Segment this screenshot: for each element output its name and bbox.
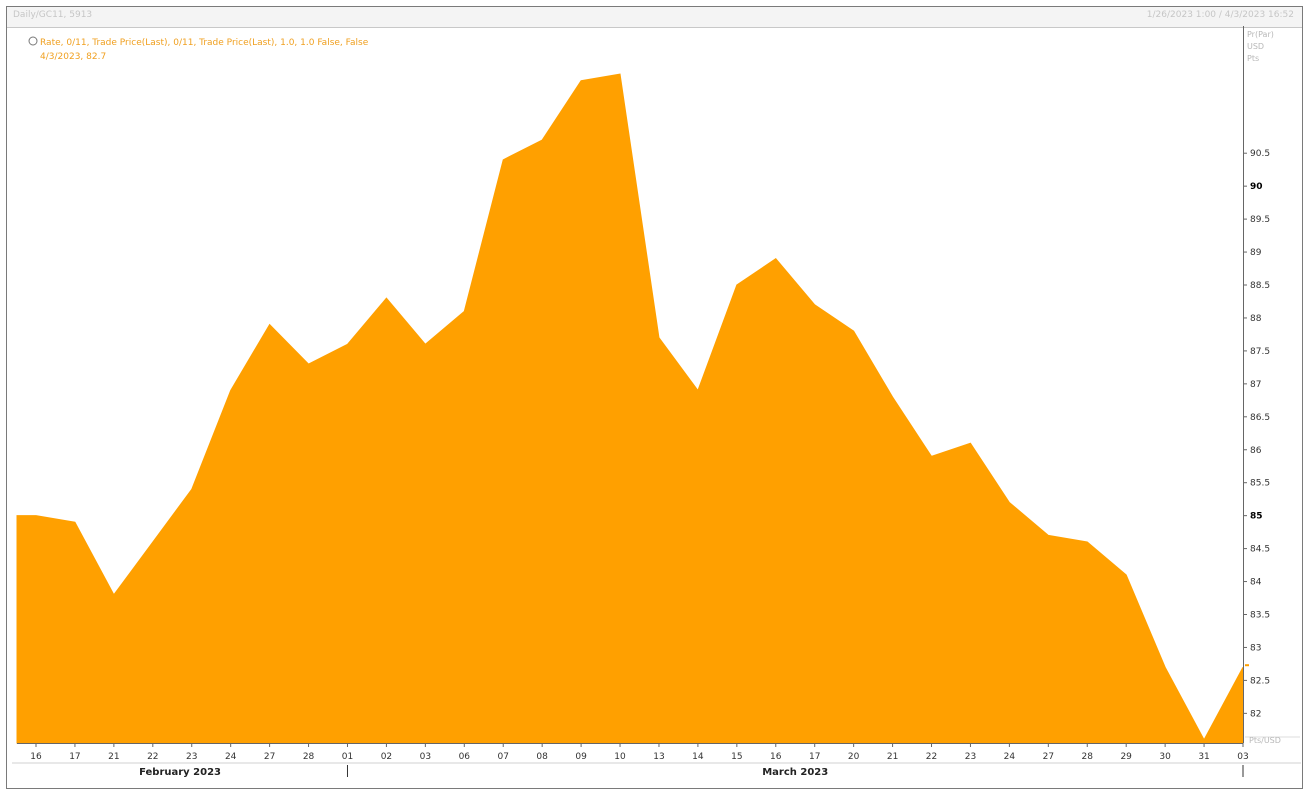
y-tick-label: 82 (1250, 709, 1261, 719)
month-label: March 2023 (762, 767, 828, 778)
x-tick-label: 02 (381, 752, 392, 762)
price-axis-footer: Pts/USD (1249, 736, 1281, 745)
y-tick-label: 84.5 (1250, 545, 1270, 555)
y-tick-label: 85 (1250, 512, 1263, 522)
x-tick-label: 01 (342, 752, 353, 762)
y-tick-label: 84 (1250, 578, 1262, 588)
x-tick-label: 31 (1198, 752, 1209, 762)
x-tick-label: 09 (575, 752, 587, 762)
price-axis-header-text: USD (1247, 42, 1264, 51)
x-tick-label: 29 (1120, 752, 1132, 762)
date-range-text: 1/26/2023 1:00 / 4/3/2023 16:52 (1146, 10, 1294, 20)
x-tick-label: 10 (614, 752, 626, 762)
x-tick-label: 28 (1082, 752, 1094, 762)
area-fill (16, 73, 1244, 744)
window-title: Daily/GC11, 5913 (13, 10, 93, 20)
y-tick-label: 88 (1250, 314, 1262, 324)
axes (12, 26, 1301, 764)
y-tick-label: 87.5 (1250, 347, 1270, 357)
x-tick-label: 21 (108, 752, 119, 762)
x-tick-label: 03 (420, 752, 431, 762)
x-tick-label: 24 (1004, 752, 1016, 762)
month-label: February 2023 (139, 767, 221, 778)
last-value-marker (1245, 664, 1249, 667)
price-axis-header-text: Pts (1247, 54, 1259, 63)
x-tick-label: 16 (770, 752, 782, 762)
legend-line-2: 4/3/2023, 82.7 (40, 52, 106, 62)
x-tick-label: 24 (225, 752, 237, 762)
x-tick-label: 17 (809, 752, 820, 762)
x-tick-label: 15 (731, 752, 742, 762)
y-tick-label: 85.5 (1250, 479, 1270, 489)
x-tick-label: 08 (536, 752, 548, 762)
y-tick-label: 86.5 (1250, 413, 1270, 423)
legend-line-1: Rate, 0/11, Trade Price(Last), 0/11, Tra… (40, 38, 369, 48)
price-axis-header: Pr(Par) USD Pts (1247, 30, 1274, 63)
y-tick-label: 87 (1250, 380, 1261, 390)
x-tick-label: 17 (69, 752, 80, 762)
x-tick-label: 22 (926, 752, 937, 762)
legend-toggle-icon[interactable] (28, 36, 38, 46)
x-tick-label: 20 (848, 752, 860, 762)
y-tick-label: 89 (1250, 248, 1262, 258)
x-tick-label: 27 (264, 752, 275, 762)
x-tick-label: 23 (186, 752, 197, 762)
x-tick-label: 16 (30, 752, 42, 762)
time-axis[interactable]: 16 17 21 22 23 24 27 28 01 02 03 06 07 08 09 10 13 14 15 16… (30, 743, 1249, 778)
price-axis[interactable]: 82 82.5 83 83.5 84 84.5 85 85.5 86 86.5 87 87.5 88 88… (1243, 149, 1300, 745)
x-tick-label: 21 (887, 752, 898, 762)
y-tick-label: 88.5 (1250, 281, 1270, 291)
y-tick-label: 83.5 (1250, 610, 1270, 620)
y-tick-label: 83 (1250, 643, 1261, 653)
x-tick-label: 13 (653, 752, 664, 762)
x-tick-label: 30 (1159, 752, 1171, 762)
y-tick-label: 90.5 (1250, 149, 1270, 159)
y-tick-label: 89.5 (1250, 215, 1270, 225)
area-series (16, 73, 1244, 744)
price-axis-header-text: Pr(Par) (1247, 30, 1274, 39)
y-tick-label: 90 (1250, 182, 1263, 192)
x-tick-label: 27 (1043, 752, 1054, 762)
x-tick-label: 03 (1237, 752, 1248, 762)
y-tick-label: 82.5 (1250, 676, 1270, 686)
legend: Rate, 0/11, Trade Price(Last), 0/11, Tra… (28, 36, 369, 62)
x-tick-label: 14 (692, 752, 704, 762)
x-tick-label: 06 (459, 752, 471, 762)
x-tick-label: 23 (965, 752, 976, 762)
x-tick-label: 28 (303, 752, 315, 762)
x-tick-label: 07 (497, 752, 508, 762)
x-tick-label: 22 (147, 752, 158, 762)
y-tick-label: 86 (1250, 446, 1262, 456)
title-bar: Daily/GC11, 5913 1/26/2023 1:00 / 4/3/20… (7, 7, 1302, 28)
